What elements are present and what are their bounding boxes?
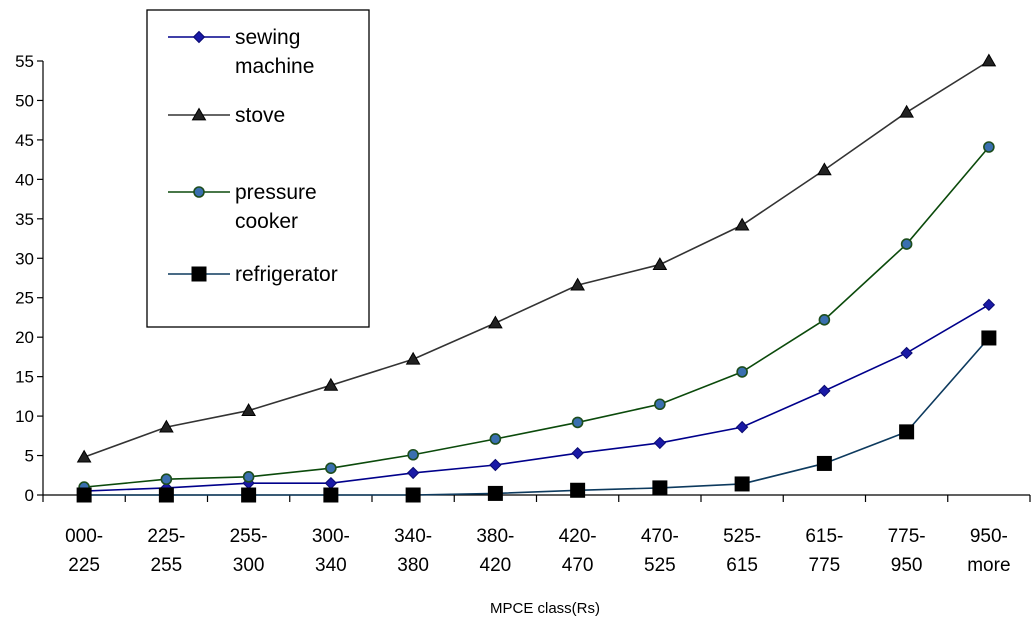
y-tick-label: 30	[15, 249, 34, 268]
series-triangle	[76, 53, 997, 463]
legend-marker-triangle	[191, 107, 207, 121]
x-tick-label: 225-255	[147, 526, 185, 576]
legend: sewing machine stove pressure cooker refriger…	[146, 9, 370, 328]
y-tick-label: 50	[15, 91, 34, 110]
series-layer	[76, 53, 997, 503]
data-point-circle	[654, 398, 666, 411]
y-tick-label: 20	[15, 328, 34, 347]
legend-label: refrigerator	[235, 263, 338, 286]
data-point-square	[323, 487, 339, 503]
y-tick-label: 35	[15, 210, 34, 229]
data-point-triangle	[488, 315, 503, 329]
y-tick-label: 15	[15, 368, 34, 387]
y-tick-label: 55	[15, 52, 34, 71]
legend-marker-circle	[193, 186, 205, 198]
data-point-triangle	[159, 419, 174, 433]
x-tick-label: 775-950	[888, 526, 926, 576]
y-tick-label: 40	[15, 170, 34, 189]
data-point-square	[981, 330, 997, 346]
data-point-circle	[818, 314, 831, 326]
data-point-circle	[900, 238, 913, 250]
x-tick-label: 255-300	[230, 526, 268, 576]
data-point-circle	[160, 473, 173, 486]
data-point-diamond	[653, 436, 667, 450]
data-point-triangle	[241, 403, 256, 416]
series-line	[84, 337, 990, 496]
legend-item: stove	[168, 104, 285, 127]
legend-label: stove	[235, 104, 285, 127]
data-point-triangle	[734, 217, 750, 231]
data-point-square	[899, 424, 915, 440]
data-point-triangle	[323, 377, 339, 391]
data-point-diamond	[735, 420, 749, 434]
x-tick-label: 000-225	[65, 526, 103, 576]
x-tick-label: 340-380	[394, 526, 432, 576]
data-point-triangle	[981, 53, 997, 67]
data-point-circle	[736, 366, 748, 378]
data-point-square	[241, 487, 257, 503]
data-point-triangle	[899, 104, 914, 118]
series-diamond	[77, 298, 996, 498]
data-point-diamond	[818, 384, 831, 398]
x-tick-label: 525-615	[723, 526, 761, 576]
data-point-triangle	[570, 277, 585, 291]
y-axis-ticks: 0 5 10 15 20 25 30 35 40 45 50 55	[15, 52, 43, 505]
data-point-diamond	[900, 346, 913, 360]
y-tick-label: 10	[15, 407, 34, 426]
y-tick-label: 45	[15, 131, 34, 150]
data-point-circle	[983, 141, 995, 153]
data-point-circle	[242, 471, 255, 483]
data-point-square	[487, 485, 503, 501]
x-tick-label: 300-340	[312, 526, 350, 576]
data-point-triangle	[652, 257, 668, 270]
data-point-square	[158, 487, 174, 503]
data-point-triangle	[817, 162, 832, 176]
y-tick-label: 5	[25, 447, 34, 466]
data-point-triangle	[76, 449, 92, 463]
data-point-circle	[407, 448, 419, 461]
x-tick-label: 615-775	[805, 526, 843, 576]
series-square	[76, 330, 997, 503]
y-tick-label: 25	[15, 289, 34, 308]
legend-label: pressure cooker	[235, 181, 317, 233]
y-tick-label: 0	[25, 486, 34, 505]
data-point-diamond	[571, 446, 584, 460]
x-tick-label: 470-525	[641, 526, 679, 576]
legend-item: pressure cooker	[168, 181, 317, 233]
data-point-square	[570, 482, 586, 498]
data-point-diamond	[982, 298, 996, 312]
data-point-square	[405, 487, 421, 503]
data-point-circle	[571, 416, 584, 429]
data-point-square	[734, 476, 750, 492]
series-line	[83, 60, 990, 458]
legend-marker-diamond	[192, 30, 206, 44]
data-point-diamond	[324, 476, 338, 490]
x-axis-title: MPCE class(Rs)	[490, 600, 600, 617]
legend-marker-square	[191, 266, 207, 282]
x-tick-label: 420-470	[559, 526, 597, 576]
legend-label: sewing machine	[235, 26, 314, 78]
data-point-circle	[325, 462, 337, 474]
x-tick-label: 950-more	[967, 526, 1010, 576]
data-point-triangle	[405, 351, 421, 365]
data-point-circle	[489, 433, 502, 445]
data-point-diamond	[489, 458, 502, 472]
x-tick-label: 380-420	[476, 526, 514, 576]
series-line	[84, 146, 990, 488]
data-point-diamond	[406, 466, 420, 480]
data-point-square	[76, 487, 92, 503]
legend-item: refrigerator	[168, 263, 338, 286]
data-point-square	[816, 455, 832, 471]
data-point-square	[652, 480, 668, 496]
x-axis-ticks: 000-225 225-255 255-300 300-340 340-380 380-4…	[42, 495, 1031, 576]
legend-item: sewing machine	[168, 26, 314, 78]
series-line	[84, 304, 990, 492]
